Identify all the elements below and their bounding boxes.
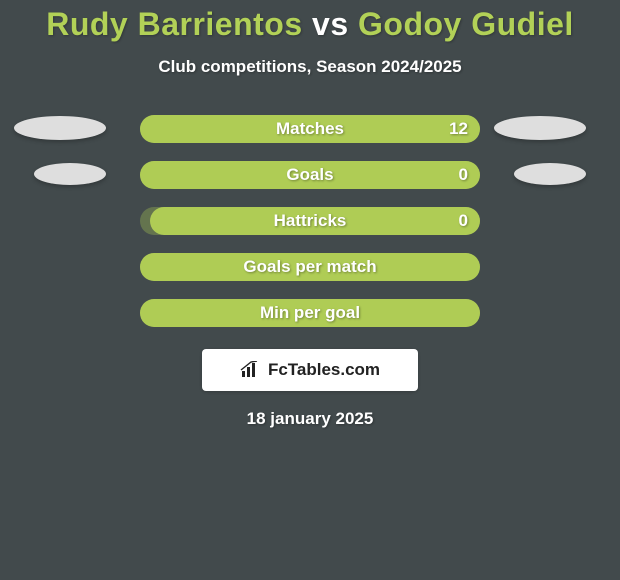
bar-slot: Matches12 bbox=[140, 115, 480, 143]
ellipse-right-icon bbox=[514, 163, 586, 185]
logo-text: FcTables.com bbox=[268, 360, 380, 380]
ellipse-left-icon bbox=[14, 116, 106, 140]
bar-fill bbox=[140, 299, 480, 327]
bar-slot: Hattricks0 bbox=[140, 207, 480, 235]
bar-fill bbox=[140, 253, 480, 281]
date-text: 18 january 2025 bbox=[0, 409, 620, 429]
stat-row: Goals per match bbox=[0, 253, 620, 281]
comparison-card: Rudy Barrientos vs Godoy Gudiel Club com… bbox=[0, 0, 620, 580]
subtitle: Club competitions, Season 2024/2025 bbox=[0, 57, 620, 77]
stat-rows: Matches12 Goals0 Hattricks0 Goals per match… bbox=[0, 115, 620, 327]
page-title: Rudy Barrientos vs Godoy Gudiel bbox=[0, 0, 620, 43]
bar-fill bbox=[140, 115, 480, 143]
stat-row: Goals0 bbox=[0, 161, 620, 189]
bar-chart-icon bbox=[240, 361, 262, 379]
title-player2: Godoy Gudiel bbox=[358, 6, 574, 42]
ellipse-right-icon bbox=[494, 116, 586, 140]
logo-box: FcTables.com bbox=[202, 349, 418, 391]
ellipse-left-icon bbox=[34, 163, 106, 185]
stat-row: Matches12 bbox=[0, 115, 620, 143]
bar-fill bbox=[140, 161, 480, 189]
title-player1: Rudy Barrientos bbox=[46, 6, 302, 42]
bar-slot: Goals0 bbox=[140, 161, 480, 189]
stat-row: Hattricks0 bbox=[0, 207, 620, 235]
stat-row: Min per goal bbox=[0, 299, 620, 327]
title-vs: vs bbox=[312, 6, 349, 42]
bar-fill bbox=[150, 207, 480, 235]
bar-slot: Min per goal bbox=[140, 299, 480, 327]
bar-slot: Goals per match bbox=[140, 253, 480, 281]
